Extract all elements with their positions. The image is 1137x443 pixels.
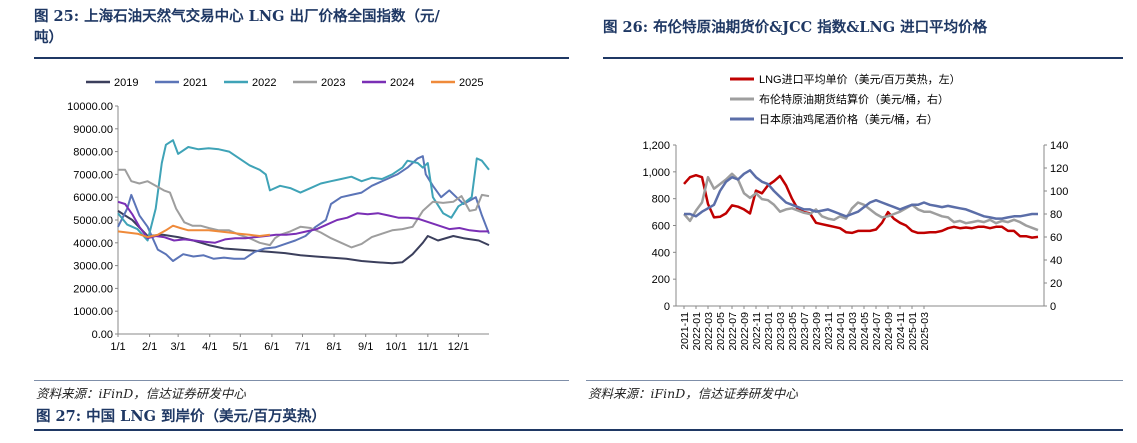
x-tick-label: 2022-07 bbox=[727, 312, 739, 351]
x-tick-label: 2025-03 bbox=[919, 312, 931, 351]
x-tick-label: 2022-09 bbox=[739, 312, 751, 351]
x-tick-label: 2023-05 bbox=[787, 312, 799, 351]
y-tick-label: 9000.00 bbox=[73, 124, 113, 136]
x-tick-label: 11/1 bbox=[418, 341, 439, 353]
legend-label-lng: LNG进口平均单价（美元/百万英热，左） bbox=[759, 72, 961, 86]
series-line-2021 bbox=[117, 155, 490, 262]
y-right-tick-label: 140 bbox=[1050, 140, 1068, 152]
fig25-title-line2: 吨） bbox=[34, 29, 63, 46]
y-left-tick-label: 0 bbox=[664, 301, 670, 313]
y-left-tick-label: 800 bbox=[652, 194, 670, 206]
y-tick-label: 8000.00 bbox=[73, 147, 113, 159]
x-tick-label: 4/1 bbox=[202, 341, 217, 353]
x-tick-label: 2024-09 bbox=[883, 312, 895, 351]
x-tick-label: 8/1 bbox=[326, 341, 341, 353]
y-left-tick-label: 600 bbox=[652, 221, 670, 233]
x-tick-label: 2023-03 bbox=[775, 312, 787, 351]
legend-label-2024: 2024 bbox=[390, 77, 414, 89]
legend-label-jcc: 日本原油鸡尾酒价格（美元/桶，右） bbox=[759, 112, 938, 126]
fig27-title: 图 27: 中国 LNG 到岸价（美元/百万英热） bbox=[36, 408, 326, 425]
fig25-source: 资料来源：iFinD，信达证券研发中心 bbox=[36, 386, 246, 401]
legend-label-2019: 2019 bbox=[114, 77, 138, 89]
y-left-tick-label: 400 bbox=[652, 247, 670, 259]
series-line-2024 bbox=[117, 200, 489, 244]
x-tick-label: 6/1 bbox=[264, 341, 279, 353]
x-tick-label: 2024-01 bbox=[835, 312, 847, 351]
x-tick-label: 3/1 bbox=[170, 341, 185, 353]
x-tick-label: 2025-01 bbox=[907, 312, 919, 351]
series-line-jcc bbox=[684, 169, 1038, 220]
x-tick-label: 2024-03 bbox=[847, 312, 859, 351]
y-tick-label: 10000.00 bbox=[67, 101, 113, 113]
y-tick-label: 6000.00 bbox=[73, 192, 113, 204]
fig25-chart: 2019 2021 2022 2023 2024 2025 0.00 1000.00 2000.… bbox=[67, 77, 490, 353]
x-tick-label: 2024-07 bbox=[871, 312, 883, 351]
x-tick-label: 2021-11 bbox=[679, 312, 691, 350]
legend-label-2021: 2021 bbox=[183, 77, 207, 89]
fig25-source-rule bbox=[34, 380, 569, 381]
x-tick-label: 2022-11 bbox=[751, 312, 763, 350]
y-right-tick-label: 60 bbox=[1050, 232, 1062, 244]
x-tick-label: 2023-07 bbox=[799, 312, 811, 351]
y-tick-label: 4000.00 bbox=[73, 238, 113, 250]
x-tick-label: 2022-01 bbox=[691, 312, 703, 351]
fig26-title-rule bbox=[603, 57, 1123, 59]
y-tick-label: 2000.00 bbox=[73, 283, 113, 295]
y-right-tick-label: 120 bbox=[1050, 163, 1068, 175]
x-tick-label: 5/1 bbox=[233, 341, 248, 353]
y-tick-label: 1000.00 bbox=[73, 306, 113, 318]
y-tick-label: 3000.00 bbox=[73, 261, 113, 273]
series-line-2022 bbox=[117, 139, 490, 242]
x-tick-label: 2024-05 bbox=[859, 312, 871, 351]
y-right-tick-label: 40 bbox=[1050, 255, 1062, 267]
legend-label-brent: 布伦特原油期货结算价（美元/桶，右） bbox=[759, 92, 949, 106]
y-tick-label: 7000.00 bbox=[73, 169, 113, 181]
x-tick-label: 2023-01 bbox=[763, 312, 775, 351]
series-line-2023 bbox=[118, 168, 490, 249]
series-line-2025 bbox=[117, 224, 271, 239]
x-tick-label: 2023-09 bbox=[811, 312, 823, 351]
x-tick-label: 9/1 bbox=[358, 341, 373, 353]
fig26-chart: LNG进口平均单价（美元/百万英热，左） 布伦特原油期货结算价（美元/桶，右） 日本… bbox=[642, 72, 1068, 351]
x-tick-label: 2022-03 bbox=[703, 312, 715, 351]
fig25-title-line1: 图 25: 上海石油天然气交易中心 LNG 出厂价格全国指数（元/ bbox=[34, 8, 440, 25]
y-tick-label: 5000.00 bbox=[73, 215, 113, 227]
legend-label-2025: 2025 bbox=[459, 77, 483, 89]
fig26-source: 资料来源：iFinD，信达证券研发中心 bbox=[588, 386, 798, 401]
y-right-tick-label: 80 bbox=[1050, 209, 1062, 221]
x-tick-label: 7/1 bbox=[295, 341, 310, 353]
y-right-tick-label: 20 bbox=[1050, 278, 1062, 290]
x-tick-label: 2024-11 bbox=[895, 312, 907, 350]
fig26-source-rule bbox=[586, 380, 1123, 381]
y-right-tick-label: 0 bbox=[1050, 301, 1056, 313]
legend-label-2023: 2023 bbox=[321, 77, 345, 89]
fig26-title: 图 26: 布伦特原油期货价&JCC 指数&LNG 进口平均价格 bbox=[603, 19, 988, 36]
y-right-tick-label: 100 bbox=[1050, 186, 1068, 198]
fig25-title: 图 25: 上海石油天然气交易中心 LNG 出厂价格全国指数（元/ 吨） bbox=[34, 6, 574, 48]
y-left-tick-label: 200 bbox=[652, 274, 670, 286]
x-tick-label: 2023-11 bbox=[823, 312, 835, 350]
y-tick-label: 0.00 bbox=[92, 329, 113, 341]
x-tick-label: 12/1 bbox=[448, 341, 469, 353]
x-tick-label: 2/1 bbox=[142, 341, 157, 353]
series-line-brent bbox=[683, 172, 1039, 232]
y-left-tick-label: 1,200 bbox=[642, 140, 670, 152]
x-tick-label: 10/1 bbox=[386, 341, 407, 353]
x-tick-label: 2022-05 bbox=[715, 312, 727, 351]
y-left-tick-label: 1,000 bbox=[642, 167, 670, 179]
x-tick-label: 1/1 bbox=[110, 341, 125, 353]
series-line-lng bbox=[683, 173, 1039, 239]
fig27-title-rule bbox=[34, 429, 1123, 431]
fig25-title-rule bbox=[34, 57, 569, 59]
legend-label-2022: 2022 bbox=[252, 77, 276, 89]
